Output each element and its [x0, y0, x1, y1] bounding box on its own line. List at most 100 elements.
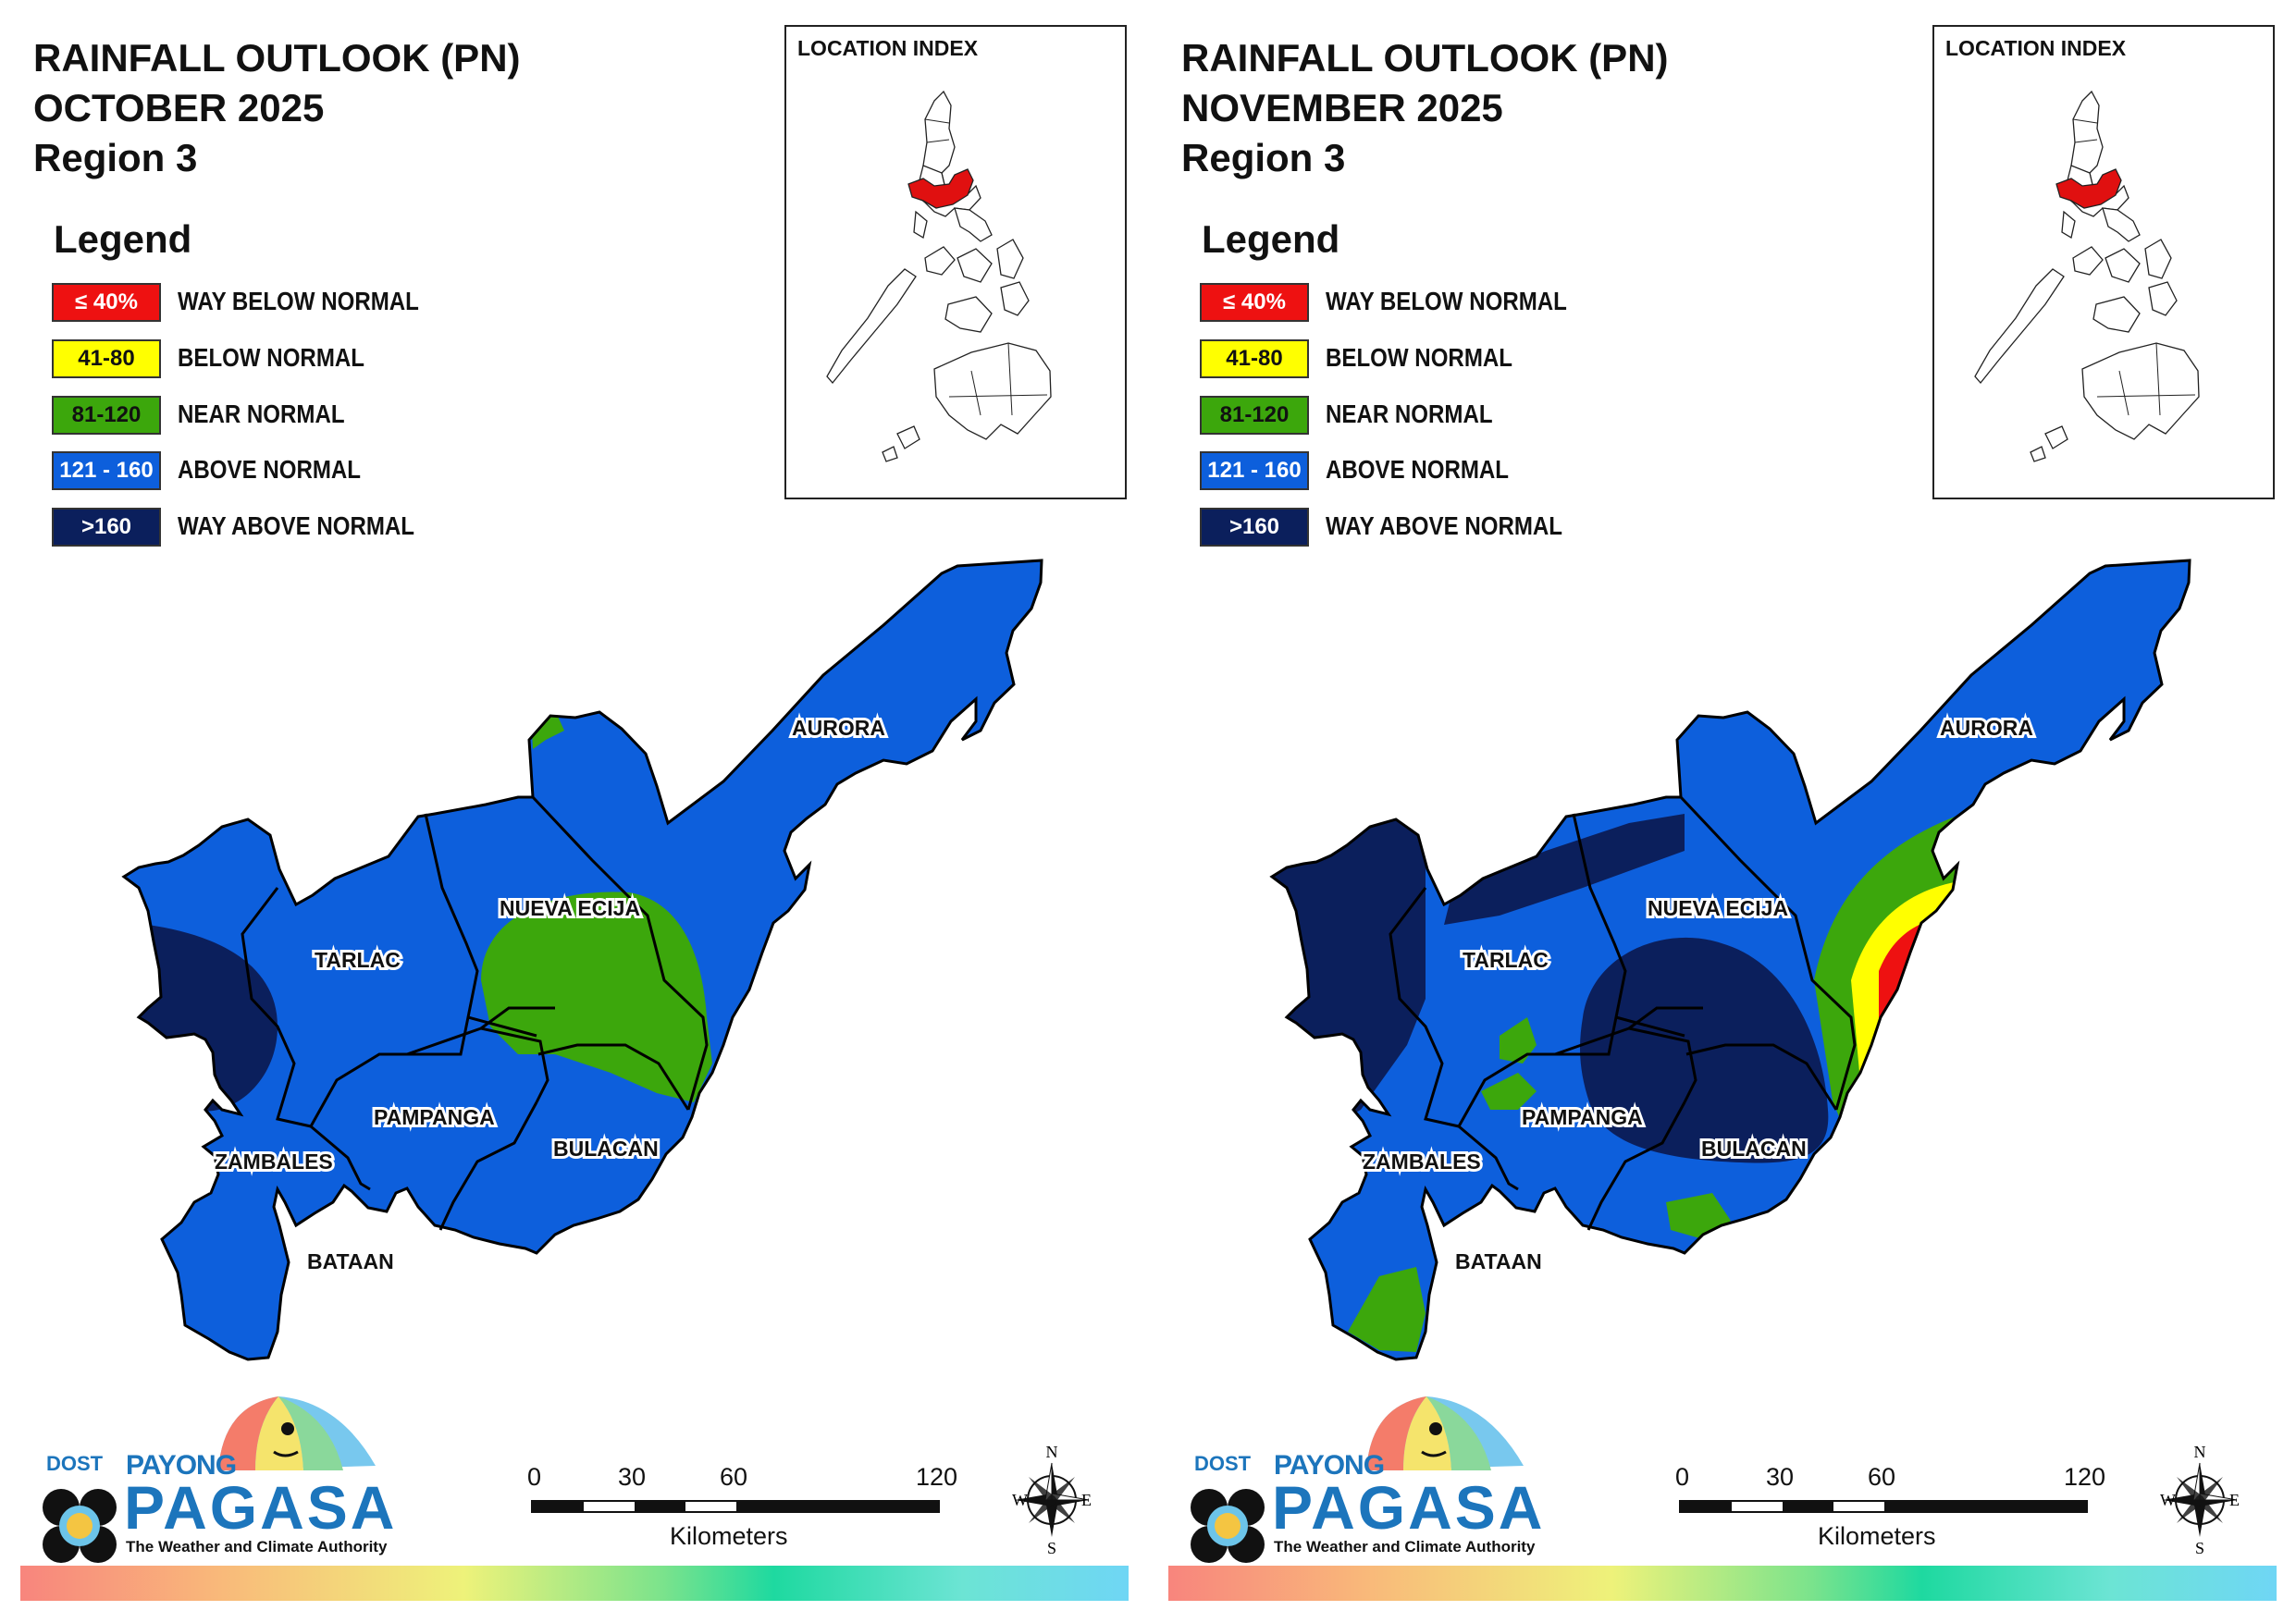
compass-e: E [1081, 1491, 1092, 1509]
location-index-inset: LOCATION INDEX [1932, 25, 2275, 499]
scale-bar: 0 30 60 120 Kilometers [1675, 1463, 2119, 1550]
map-title: RAINFALL OUTLOOK (PN) [1181, 36, 1669, 80]
boundary-pampanga-north [1457, 1027, 1697, 1127]
scale-tick-label: 60 [1868, 1463, 1896, 1491]
zone-near-normal-pampanga [1481, 1073, 1537, 1110]
zone-near-normal-tarlac [1500, 1017, 1537, 1064]
scale-bar: 0 30 60 120 Kilometers [527, 1463, 971, 1550]
compass-w: W [2160, 1491, 2176, 1509]
compass-rose-icon: N E S W [2160, 1443, 2240, 1557]
logo-payong-text: PAYONG [126, 1450, 237, 1481]
logo-payong-text: PAYONG [1274, 1450, 1385, 1481]
compass-n: N [2194, 1445, 2206, 1461]
philippines-outline-map [1974, 90, 2200, 462]
legend-label: NEAR NORMAL [178, 400, 345, 428]
boundary-zambales-tarlac [241, 887, 312, 1128]
outlook-panel-october: RAINFALL OUTLOOK (PN) OCTOBER 2025 Regio… [20, 25, 1129, 1601]
logo-dost-text: DOST [46, 1452, 104, 1475]
north-arrow-compass: N E S W [1010, 1443, 1093, 1560]
legend-label: BELOW NORMAL [178, 343, 364, 372]
logo-tagline: The Weather and Climate Authority [1274, 1538, 1536, 1555]
province-boundaries [1389, 795, 1857, 1231]
umbrella-icon [43, 1396, 376, 1563]
province-labels: AURORA NUEVA ECIJA TARLAC PAMPANGA ZAMBA… [212, 713, 888, 1276]
legend-swatch: 41-80 [1200, 339, 1309, 378]
boundary-nueva-ecija-bulacan [537, 1043, 690, 1111]
boundary-tarlac-nueva-ecija-south [1615, 1015, 1685, 1038]
philippines-outline-map [826, 90, 1052, 462]
logo-pagasa-text: PAGASA [1272, 1473, 1546, 1542]
boundary-nueva-ecija-aurora [531, 795, 709, 1111]
map-region: Region 3 [1181, 136, 1346, 179]
payong-pagasa-logo: DOST PAYONG PAGASA The Weather and Clima… [33, 1387, 394, 1563]
province-label-bulacan: BULACAN [553, 1137, 659, 1161]
legend-label: NEAR NORMAL [1326, 400, 1493, 428]
location-index-inset: LOCATION INDEX [784, 25, 1127, 499]
legend-swatch: 121 - 160 [1200, 451, 1309, 490]
province-label-tarlac: TARLAC [1463, 948, 1549, 972]
boundary-zambales-pampanga [310, 1125, 371, 1191]
boundary-tarlac-nueva-ecija [1555, 813, 1627, 1056]
location-index-title: LOCATION INDEX [797, 36, 979, 60]
province-label-bataan: BATAAN [307, 1249, 394, 1273]
boundary-pampanga-top [480, 1006, 555, 1030]
compass-e: E [2229, 1491, 2240, 1509]
legend-swatch: >160 [1200, 508, 1309, 547]
map-month: NOVEMBER 2025 [1181, 86, 1503, 129]
zone-near-normal-bataan [1348, 1267, 1426, 1352]
boundary-zambales-tarlac [1389, 887, 1460, 1128]
boundary-pampanga-bulacan [438, 1101, 538, 1231]
province-label-pampanga: PAMPANGA [1522, 1105, 1643, 1129]
legend-swatch: ≤ 40% [1200, 283, 1309, 322]
province-label-zambales: ZAMBALES [215, 1150, 333, 1174]
scale-bar-graphic [531, 1500, 940, 1513]
region-3-highlight [907, 168, 974, 209]
scale-tick-label: 120 [2064, 1463, 2106, 1491]
compass-s: S [2195, 1539, 2204, 1555]
boundary-pampanga-bulacan [1586, 1101, 1686, 1231]
rainfall-region-map: AURORA NUEVA ECIJA TARLAC PAMPANGA ZAMBA… [1269, 559, 2191, 1361]
province-label-aurora: AURORA [792, 716, 885, 740]
boundary-pampanga-north [309, 1027, 549, 1127]
province-label-tarlac: TARLAC [315, 948, 401, 972]
region-outline [121, 559, 1043, 1361]
boundary-tarlac-nueva-ecija [407, 813, 479, 1056]
province-label-nueva-ecija: NUEVA ECIJA [500, 896, 640, 920]
scale-tick-label: 30 [618, 1463, 647, 1491]
boundary-pampanga-top [1628, 1006, 1703, 1030]
province-label-bulacan: BULACAN [1701, 1137, 1807, 1161]
legend-label: WAY ABOVE NORMAL [178, 511, 414, 540]
compass-rose-icon: N E S W [1012, 1443, 1092, 1557]
payong-pagasa-logo: DOST PAYONG PAGASA The Weather and Clima… [1181, 1387, 1542, 1563]
province-boundaries [241, 795, 709, 1231]
map-month: OCTOBER 2025 [33, 86, 325, 129]
province-label-pampanga: PAMPANGA [374, 1105, 495, 1129]
legend-label: WAY BELOW NORMAL [1326, 287, 1567, 315]
north-arrow-compass: N E S W [2158, 1443, 2241, 1560]
legend-label: WAY BELOW NORMAL [178, 287, 419, 315]
legend-label: WAY ABOVE NORMAL [1326, 511, 1562, 540]
scale-tick-label: 30 [1766, 1463, 1795, 1491]
boundary-nueva-ecija-aurora [1679, 795, 1857, 1111]
region-3-highlight [2055, 168, 2122, 209]
map-title: RAINFALL OUTLOOK (PN) [33, 36, 521, 80]
scale-bar-graphic [1679, 1500, 2088, 1513]
province-label-bataan: BATAAN [1455, 1249, 1542, 1273]
legend-swatch: >160 [52, 508, 161, 547]
logo-pagasa-text: PAGASA [124, 1473, 398, 1542]
compass-w: W [1012, 1491, 1028, 1509]
legend-swatch: 81-120 [1200, 396, 1309, 435]
scale-unit-label: Kilometers [670, 1522, 788, 1550]
scale-tick-label: 120 [916, 1463, 958, 1491]
province-label-zambales: ZAMBALES [1363, 1150, 1481, 1174]
scale-tick-label: 60 [720, 1463, 748, 1491]
legend-label: BELOW NORMAL [1326, 343, 1512, 372]
gradient-footer-strip [20, 1566, 1129, 1601]
boundary-zambales-pampanga [1458, 1125, 1519, 1191]
rainfall-region-map: AURORA NUEVA ECIJA TARLAC PAMPANGA ZAMBA… [121, 559, 1043, 1361]
province-label-nueva-ecija: NUEVA ECIJA [1648, 896, 1788, 920]
logo-dost-text: DOST [1194, 1452, 1252, 1475]
legend-swatch: 81-120 [52, 396, 161, 435]
province-labels: AURORA NUEVA ECIJA TARLAC PAMPANGA ZAMBA… [1360, 713, 2036, 1276]
scale-tick-label: 0 [527, 1463, 542, 1491]
